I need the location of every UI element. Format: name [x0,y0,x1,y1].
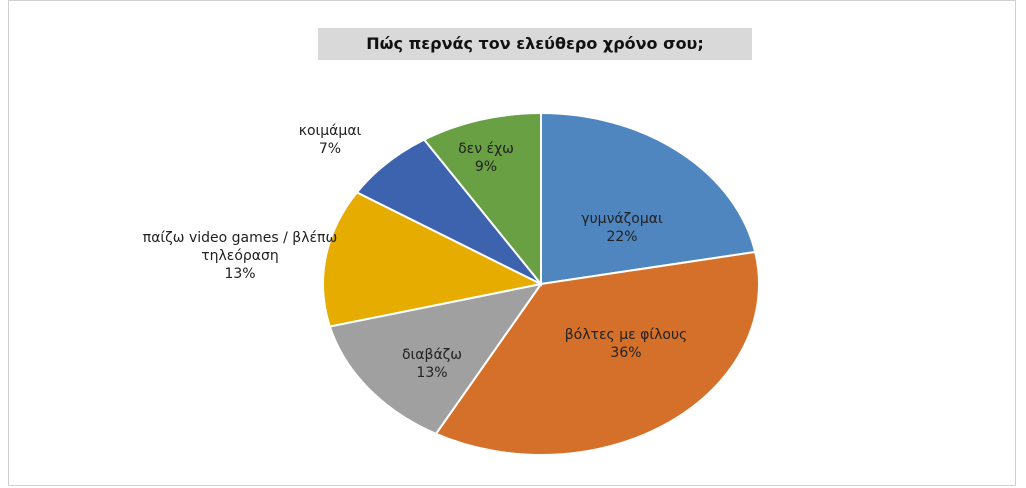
slice-label: βόλτες με φίλους 36% [565,326,688,362]
slice-label: γυμνάζομαι 22% [581,210,662,246]
value-label: 9% [474,159,498,175]
category-label: διαβάζω [401,347,463,363]
pie-slice [434,250,760,456]
slice-label: δεν έχω 9% [458,140,514,176]
category-label: δεν έχω [458,141,514,157]
category-label: γυμνάζομαι [581,211,663,227]
pie-slice [422,111,542,287]
slice-label: κοιμάμαι 7% [299,122,362,158]
chart-frame [8,0,1016,486]
value-label: 13% [416,365,448,381]
category-label: κοιμάμαι [298,123,362,139]
category-label: παίζω video games / βλέπω τηλεόραση [142,230,338,264]
category-label: βόλτες με φίλους [564,327,688,343]
value-label: 13% [224,266,256,282]
value-label: 36% [610,345,642,361]
value-label: 7% [318,141,342,157]
chart-title: Πώς περνάς τον ελεύθερο χρόνο σου; [318,28,752,60]
pie-slice [328,282,544,436]
slice-label: παίζω video games / βλέπω τηλεόραση 13% [140,229,340,283]
slice-label: διαβάζω 13% [402,346,462,382]
value-label: 22% [606,229,638,245]
pie-slice [322,191,545,328]
pie-slice [540,111,757,286]
